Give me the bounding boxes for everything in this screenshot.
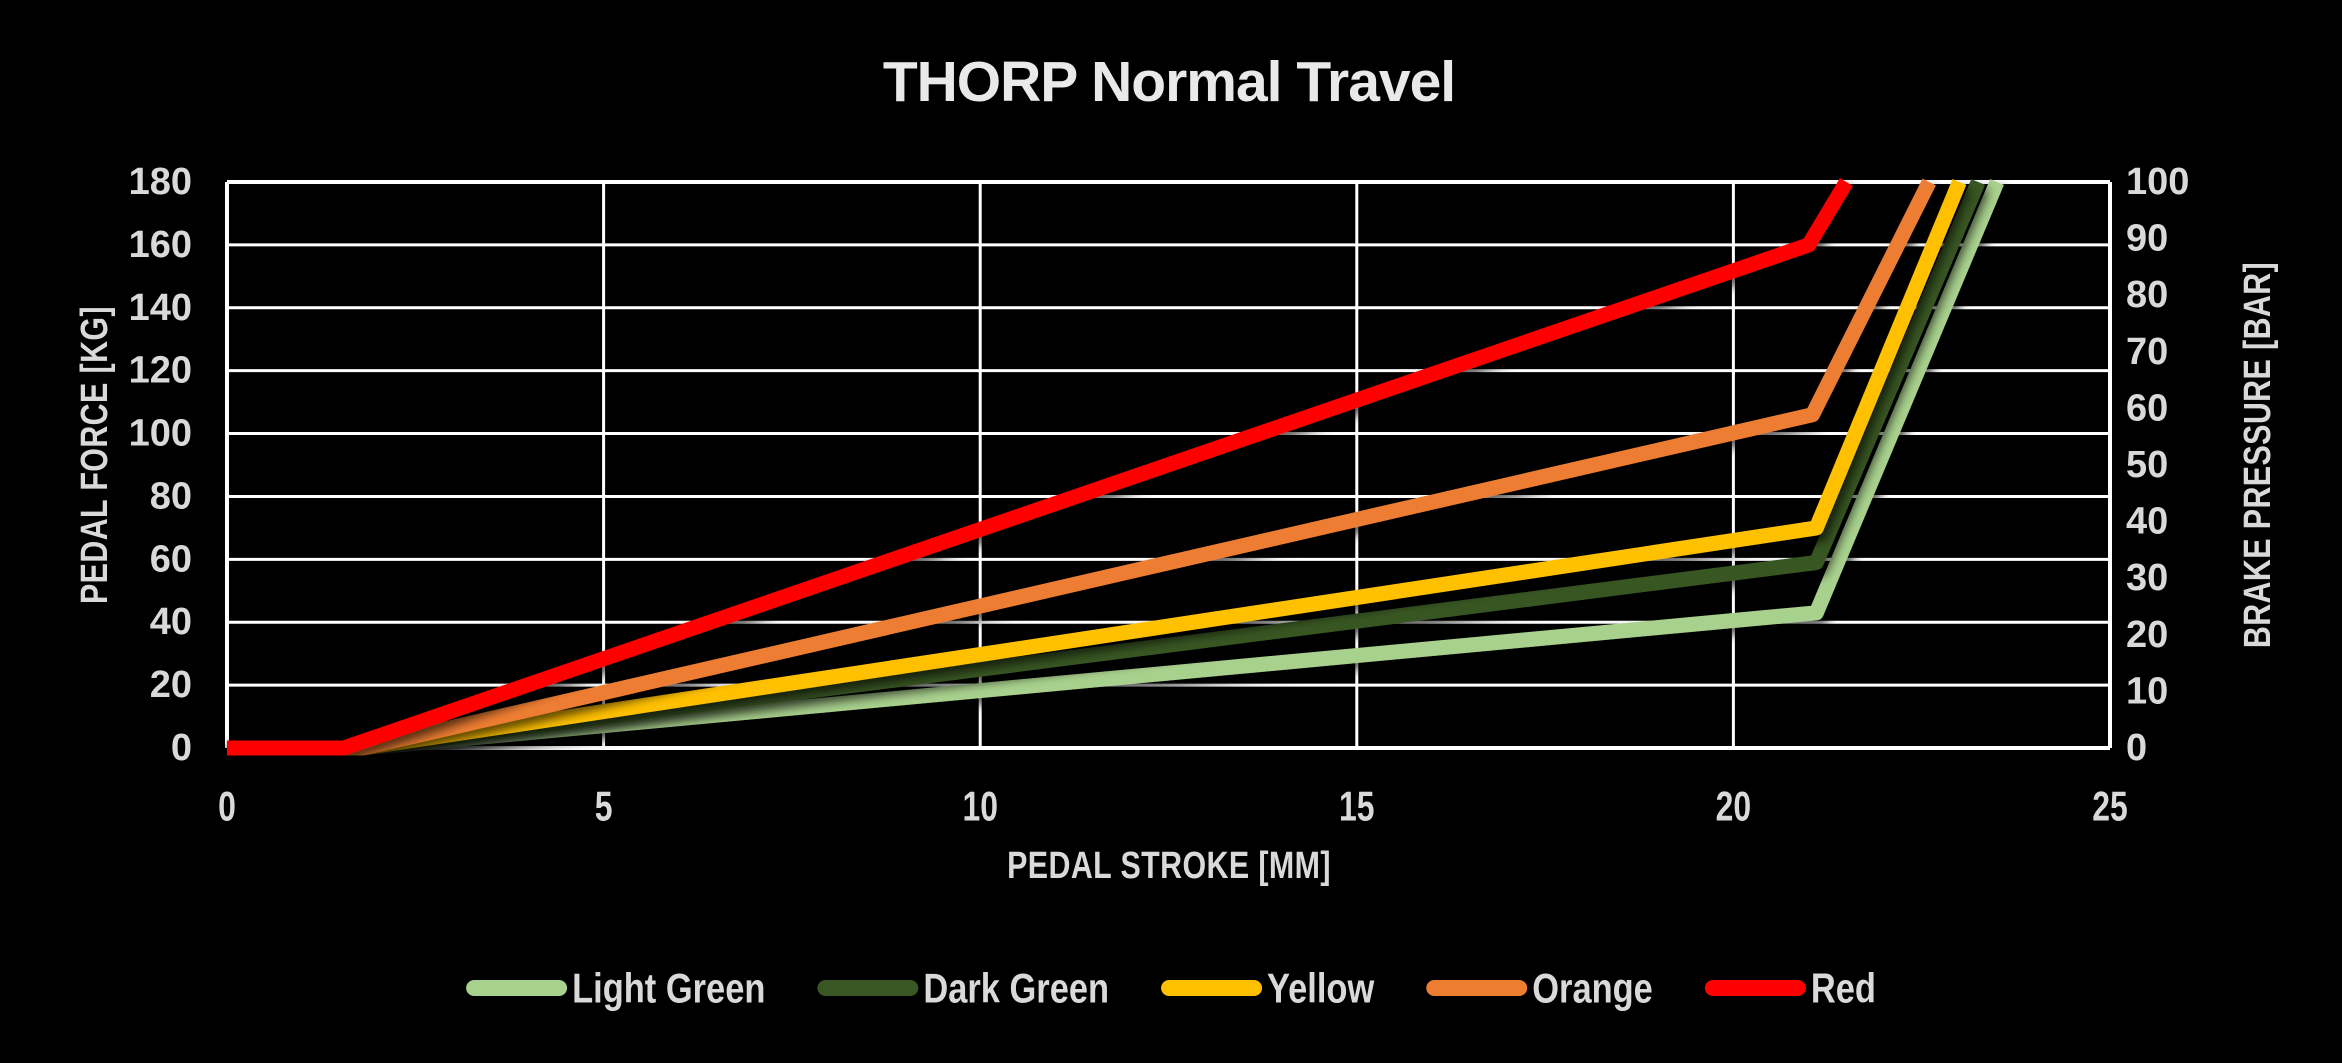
y-tick-left-20: 20: [150, 664, 192, 706]
y-tick-left-100: 100: [129, 413, 192, 455]
chart-title: THORP Normal Travel: [883, 50, 1455, 114]
y-tick-right-70: 70: [2126, 331, 2168, 373]
tick-layer: 0204060801001201401601800102030405060708…: [129, 161, 2190, 830]
legend-swatch-light-green: [466, 980, 568, 996]
y-tick-left-0: 0: [171, 727, 192, 769]
x-tick-20: 20: [1716, 783, 1752, 830]
legend-item-orange: Orange: [1426, 965, 1653, 1012]
series-line-red: [227, 178, 1853, 756]
x-tick-5: 5: [595, 783, 613, 830]
y-tick-left-140: 140: [129, 287, 192, 329]
y-tick-right-80: 80: [2126, 274, 2168, 316]
y-tick-right-60: 60: [2126, 387, 2168, 429]
x-axis-title: PEDAL STROKE [MM]: [1007, 845, 1331, 887]
legend-swatch-yellow: [1161, 980, 1263, 996]
legend-item-yellow: Yellow: [1161, 965, 1375, 1012]
x-tick-10: 10: [962, 783, 998, 830]
y-tick-right-10: 10: [2126, 670, 2168, 712]
series-layer: [227, 178, 2004, 756]
x-tick-15: 15: [1339, 783, 1375, 830]
y-tick-left-180: 180: [129, 161, 192, 203]
legend-label-dark-green: Dark Green: [923, 965, 1109, 1012]
legend-label-orange: Orange: [1532, 965, 1653, 1012]
y-tick-right-100: 100: [2126, 161, 2189, 203]
y-tick-right-20: 20: [2126, 614, 2168, 656]
x-tick-0: 0: [218, 783, 236, 830]
y-tick-right-50: 50: [2126, 444, 2168, 486]
y-tick-left-80: 80: [150, 475, 192, 517]
y-tick-right-30: 30: [2126, 557, 2168, 599]
legend-swatch-red: [1704, 980, 1806, 996]
y-tick-left-160: 160: [129, 224, 192, 266]
y-tick-left-60: 60: [150, 538, 192, 580]
legend-swatch-dark-green: [817, 980, 919, 996]
y-tick-right-40: 40: [2126, 501, 2168, 543]
y-tick-left-120: 120: [129, 350, 192, 392]
legend-label-light-green: Light Green: [572, 965, 765, 1012]
series-line-yellow: [227, 179, 1967, 756]
legend-item-red: Red: [1704, 965, 1876, 1012]
series-line-dark-green: [227, 179, 1986, 756]
legend-label-red: Red: [1811, 965, 1876, 1012]
x-tick-25: 25: [2092, 783, 2128, 830]
legend-item-light-green: Light Green: [466, 965, 765, 1012]
y-tick-left-40: 40: [150, 601, 192, 643]
y-tick-right-90: 90: [2126, 218, 2168, 260]
legend-label-yellow: Yellow: [1267, 965, 1374, 1012]
legend: Light Green Dark Green Yellow Orange Red: [466, 965, 1876, 1012]
y-tick-right-0: 0: [2126, 727, 2147, 769]
y-axis-title-right: BRAKE PRESSURE [BAR]: [2237, 262, 2279, 648]
legend-item-dark-green: Dark Green: [817, 965, 1109, 1012]
y-axis-title-left: PEDAL FORCE [KG]: [74, 306, 116, 604]
legend-swatch-orange: [1426, 980, 1528, 996]
